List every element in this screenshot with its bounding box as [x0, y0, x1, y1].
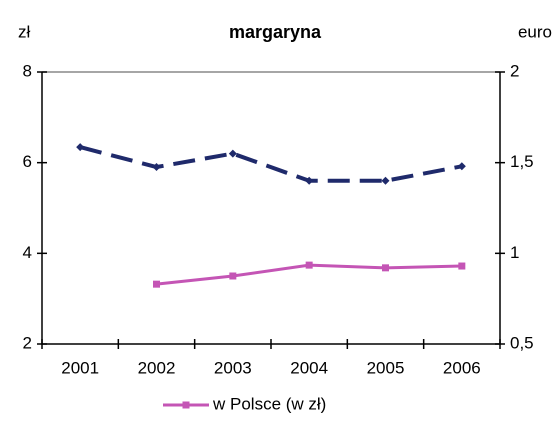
point — [76, 143, 85, 152]
y2-axis-label: euro — [518, 22, 552, 41]
y2-tick-label: 2 — [510, 61, 519, 80]
point — [382, 264, 389, 272]
x-tick-label: 2003 — [214, 358, 252, 377]
y2-tick-label: 1 — [510, 243, 519, 262]
point — [305, 261, 313, 269]
y-tick-label: 2 — [23, 333, 32, 352]
legend-label: w Polsce (w zł) — [212, 394, 326, 413]
x-tick-label: 2006 — [443, 358, 481, 377]
point — [229, 272, 237, 280]
y-tick-label: 4 — [23, 243, 32, 262]
legend-marker — [182, 401, 190, 409]
point — [457, 162, 466, 171]
point — [458, 262, 466, 270]
point — [153, 280, 160, 288]
point — [228, 149, 237, 158]
chart-title: margaryna — [229, 22, 322, 42]
point — [305, 176, 314, 185]
x-tick-label: 2005 — [367, 358, 405, 377]
y-tick-label: 8 — [23, 61, 32, 80]
y2-tick-label: 1,5 — [510, 152, 534, 171]
y2-tick-label: 0,5 — [510, 333, 534, 352]
y-axis-label: zł — [18, 22, 31, 41]
y-tick-label: 6 — [23, 152, 32, 171]
x-tick-label: 2002 — [138, 358, 176, 377]
point — [152, 163, 161, 172]
point — [381, 176, 390, 185]
x-tick-label: 2001 — [61, 358, 99, 377]
x-tick-label: 2004 — [290, 358, 328, 377]
series-line — [79, 145, 463, 183]
